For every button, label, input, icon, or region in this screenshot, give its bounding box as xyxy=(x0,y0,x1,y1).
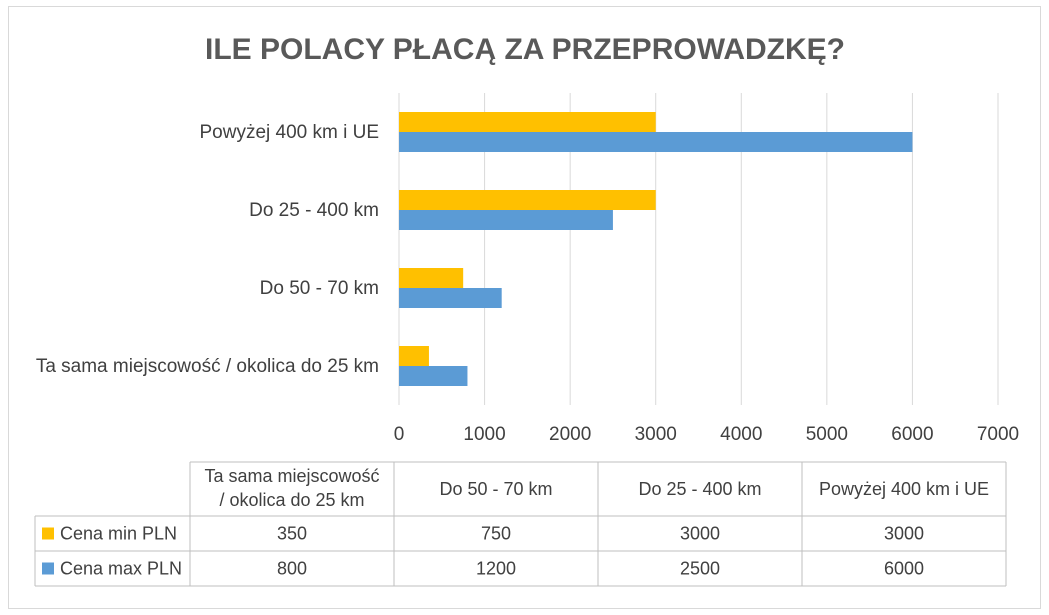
x-tick-label: 6000 xyxy=(891,424,933,445)
legend-key-min xyxy=(42,527,54,540)
table-header-cell: Ta sama miejscowość xyxy=(204,466,379,486)
bar-min-2 xyxy=(399,190,656,210)
table-header-cell: Do 50 - 70 km xyxy=(439,479,552,499)
chart-title: ILE POLACY PŁACĄ ZA PRZEPROWADZKĘ? xyxy=(205,33,845,66)
chart-frame: ILE POLACY PŁACĄ ZA PRZEPROWADZKĘ? 0 1000 2… xyxy=(8,6,1041,609)
x-tick-label: 3000 xyxy=(635,424,677,445)
table-header-cell: Powyżej 400 km i UE xyxy=(819,479,989,499)
category-label: Powyżej 400 km i UE xyxy=(199,122,379,143)
bar-chart: ILE POLACY PŁACĄ ZA PRZEPROWADZKĘ? 0 1000 2… xyxy=(34,33,1019,587)
table-value-cell: 750 xyxy=(481,524,511,544)
table-header-cell: / okolica do 25 km xyxy=(219,490,364,510)
bar-max-0 xyxy=(399,366,468,386)
bar-min-3 xyxy=(399,112,656,132)
table-value-cell: 800 xyxy=(277,559,307,579)
category-label: Do 25 - 400 km xyxy=(249,200,379,221)
bar-max-1 xyxy=(399,288,502,308)
x-tick-label: 4000 xyxy=(720,424,762,445)
x-tick-label: 0 xyxy=(394,424,405,445)
bar-max-3 xyxy=(399,132,913,152)
table-value-cell: 1200 xyxy=(476,559,516,579)
table-row-label: Cena max PLN xyxy=(60,559,182,579)
x-tick-label: 1000 xyxy=(463,424,505,445)
bar-max-2 xyxy=(399,210,613,230)
table-header-cell: Do 25 - 400 km xyxy=(638,479,761,499)
table-value-cell: 2500 xyxy=(680,559,720,579)
x-tick-label: 5000 xyxy=(806,424,848,445)
x-tick-label: 7000 xyxy=(977,424,1019,445)
bar-min-1 xyxy=(399,268,464,288)
x-tick-label: 2000 xyxy=(549,424,591,445)
category-label: Do 50 - 70 km xyxy=(260,278,379,299)
table-value-cell: 3000 xyxy=(884,524,924,544)
table-value-cell: 3000 xyxy=(680,524,720,544)
table-value-cell: 6000 xyxy=(884,559,924,579)
table-value-cell: 350 xyxy=(277,524,307,544)
bar-min-0 xyxy=(399,346,429,366)
table-row-label: Cena min PLN xyxy=(60,524,177,544)
category-label: Ta sama miejscowość / okolica do 25 km xyxy=(36,356,379,377)
legend-key-max xyxy=(42,562,54,575)
